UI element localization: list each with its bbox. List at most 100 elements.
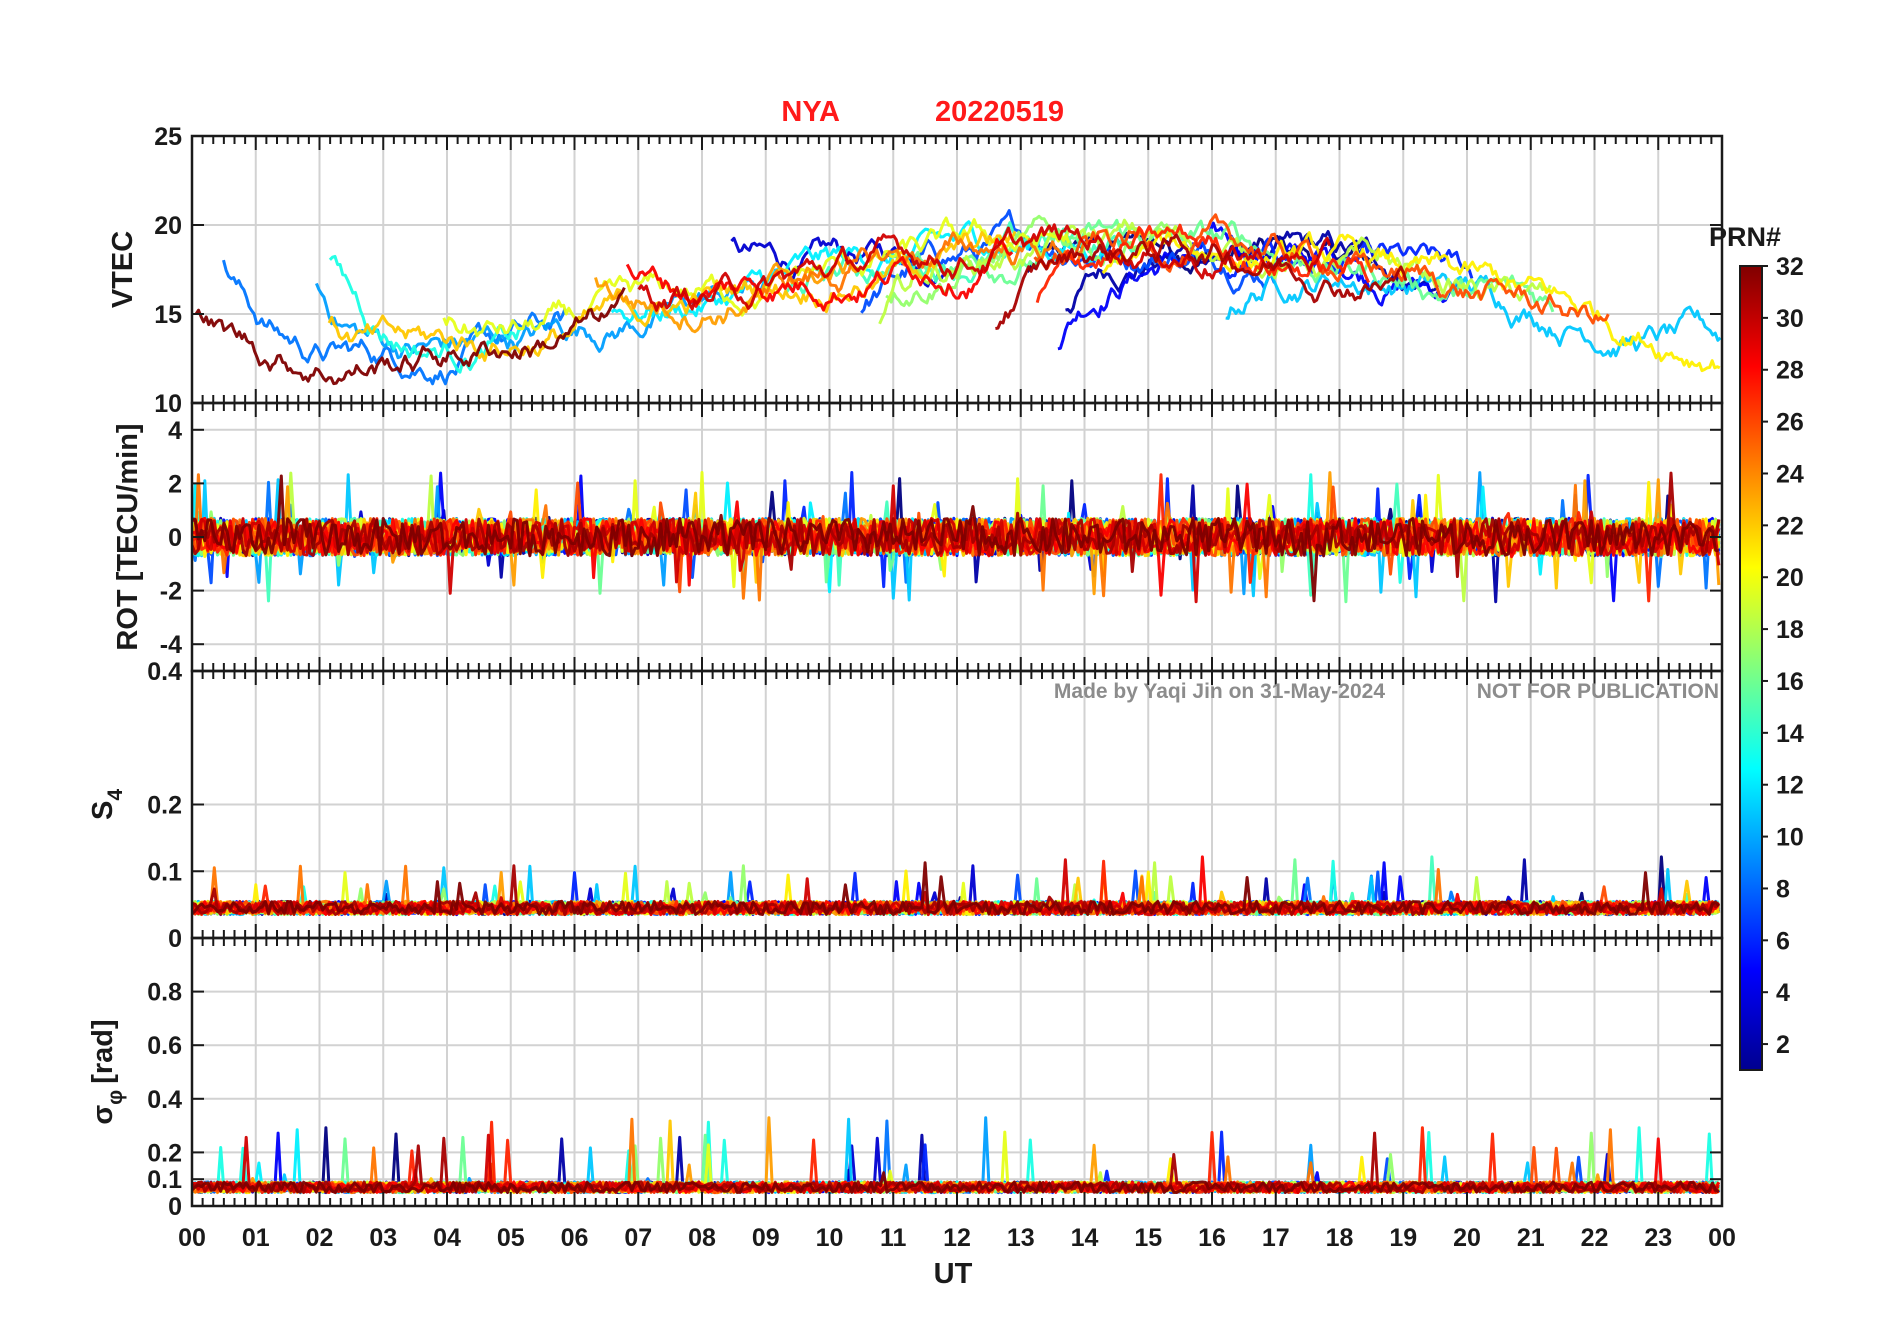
x-tick-label: 00 [1708, 1224, 1736, 1252]
x-tick-label: 13 [1007, 1224, 1035, 1252]
series-line-prn [637, 223, 1332, 312]
colorbar-tick-label: 24 [1776, 460, 1804, 488]
y-tick-label: 0.4 [147, 1086, 182, 1114]
x-tick-label: 10 [816, 1224, 844, 1252]
series-line-prn [192, 861, 1720, 917]
x-tick-label: 03 [369, 1224, 397, 1252]
x-tick-label: 14 [1071, 1224, 1099, 1252]
x-tick-label: 06 [561, 1224, 589, 1252]
colorbar-tick-label: 32 [1776, 253, 1804, 281]
colorbar-tick-label: 30 [1776, 305, 1804, 333]
panel-s4: 0 0.1 0.2 0.4 S4 [87, 658, 1724, 953]
series-line-prn [878, 218, 1552, 325]
y-tick-label: 0.2 [147, 1139, 182, 1167]
x-tick-labels: 00 01 02 03 04 05 06 07 08 09 10 11 12 13 14 15 16 17 18 19… [178, 1224, 1736, 1252]
x-tick-label: 16 [1198, 1224, 1226, 1252]
y-axis-label-sub: φ [104, 1090, 127, 1105]
y-tick-label: -4 [160, 631, 182, 659]
y-tick-label: -2 [160, 578, 182, 606]
series-group [192, 855, 1721, 917]
panel-rot: -4 -2 0 2 4 ROT [TECU/min] [112, 401, 1724, 673]
y-tick-label: 25 [154, 123, 182, 151]
chart-title-station: NYA [781, 96, 840, 128]
colorbar-gradient [1739, 265, 1763, 1071]
y-tick-label: 0.2 [147, 792, 182, 820]
y-tick-label: 0.6 [147, 1032, 182, 1060]
x-tick-label: 08 [688, 1224, 716, 1252]
series-group [192, 1116, 1721, 1195]
series-line-prn [442, 216, 1071, 338]
panel-vtec: 10 15 20 25 VTEC [107, 123, 1724, 418]
x-tick-label: 09 [752, 1224, 780, 1252]
panel-sigma_phi: 00.10.2 0.4 0.6 0.8 σφ [rad] [87, 936, 1724, 1221]
y-tick-label: 0 [168, 524, 182, 552]
colorbar-tick-label: 4 [1776, 979, 1790, 1007]
x-tick-label: 23 [1644, 1224, 1672, 1252]
y-tick-label: 0 [168, 1193, 182, 1221]
series-line-prn [192, 474, 1720, 603]
x-tick-label: 12 [943, 1224, 971, 1252]
series-line-prn [192, 1131, 1720, 1195]
colorbar-tick-label: 28 [1776, 357, 1804, 385]
series-line-prn [222, 259, 567, 386]
series-line-prn [327, 230, 1017, 362]
x-tick-label: 05 [497, 1224, 525, 1252]
series-group [194, 209, 1722, 386]
y-tick-label: 20 [154, 212, 182, 240]
colorbar-tick-label: 16 [1776, 668, 1804, 696]
series-line-prn [1035, 223, 1371, 304]
y-axis-label-main: σ [87, 1105, 119, 1125]
y-tick-label: 0.8 [147, 979, 182, 1007]
x-tick-label: 18 [1326, 1224, 1354, 1252]
series-line-prn [194, 286, 626, 386]
colorbar-tick-label: 20 [1776, 564, 1804, 592]
x-axis-label: UT [934, 1258, 973, 1290]
colorbar-tick-label: 2 [1776, 1031, 1790, 1059]
series-line-prn [760, 231, 1089, 296]
x-tick-label: 04 [433, 1224, 461, 1252]
colorbar-tick-label: 8 [1776, 875, 1790, 903]
colorbar-tick-label: 12 [1776, 772, 1804, 800]
x-tick-label: 11 [880, 1224, 907, 1252]
y-tick-label: 4 [168, 417, 182, 445]
y-axis-label: σφ [rad] [87, 1019, 127, 1124]
y-axis-label: ROT [TECU/min] [112, 423, 144, 650]
colorbar-label: PRN# [1709, 222, 1781, 252]
watermark-notice: NOT FOR PUBLICATION [1477, 680, 1719, 703]
chart-title-date: 20220519 [935, 96, 1064, 128]
y-axis-label: S4 [87, 789, 127, 820]
y-tick-label: 0.1 [147, 1166, 182, 1194]
series-line-prn [995, 233, 1408, 330]
series-line-prn [594, 256, 860, 334]
colorbar-tick-label: 18 [1776, 616, 1804, 644]
y-axis-label-sub: 4 [104, 789, 127, 801]
x-tick-label: 19 [1389, 1224, 1417, 1252]
x-tick-label: 00 [178, 1224, 206, 1252]
colorbar-tick-label: 26 [1776, 409, 1804, 437]
y-tick-label: 10 [154, 390, 182, 418]
y-axis-label-unit: [rad] [87, 1019, 119, 1083]
x-tick-label: 01 [242, 1224, 270, 1252]
series-line-prn [1101, 230, 1721, 373]
x-tick-label: 17 [1262, 1224, 1290, 1252]
colorbar-tick-label: 14 [1776, 720, 1804, 748]
watermark-author: Made by Yaqi Jin on 31-May-2024 [1054, 680, 1385, 703]
y-axis-label-main: S [87, 801, 119, 820]
x-tick-label: 07 [624, 1224, 652, 1252]
series-line-prn [192, 1171, 1720, 1195]
y-tick-label: 0 [168, 925, 182, 953]
colorbar-tick-label: 6 [1776, 927, 1790, 955]
series-line-prn [1225, 271, 1722, 358]
colorbar-tick-label: 10 [1776, 824, 1804, 852]
series-line-prn [315, 266, 782, 360]
y-axis-label: VTEC [107, 231, 139, 308]
colorbar-tick-label: 22 [1776, 512, 1804, 540]
x-tick-label: 20 [1453, 1224, 1481, 1252]
y-tick-label: 2 [168, 470, 182, 498]
y-tick-label: 15 [154, 301, 182, 329]
y-tick-label: 0.1 [147, 858, 182, 886]
